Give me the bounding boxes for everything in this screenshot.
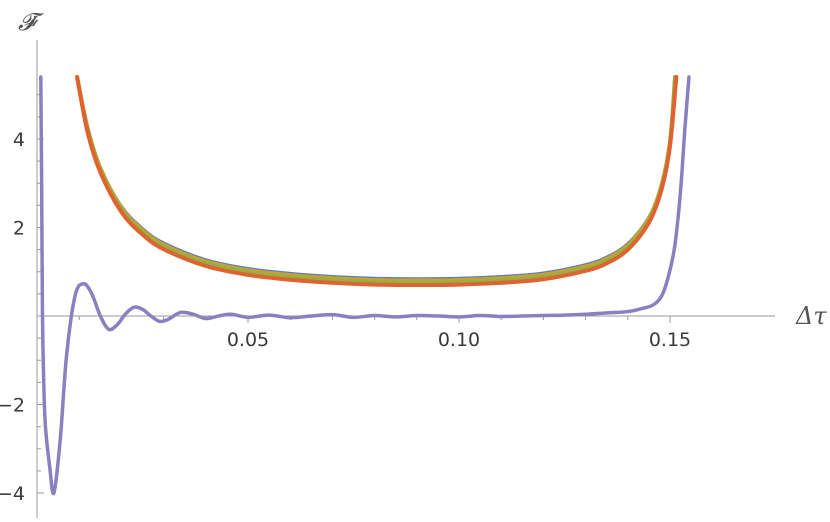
x-axis-label: Δτ bbox=[795, 302, 827, 330]
x-tick-label: 0.15 bbox=[649, 329, 691, 351]
y-tick-label: −4 bbox=[0, 483, 25, 505]
ticks bbox=[37, 94, 671, 494]
y-tick-label: −2 bbox=[0, 395, 25, 417]
y-tick-label: 4 bbox=[13, 129, 25, 151]
y-tick-label: 2 bbox=[13, 218, 25, 240]
series-line-4 bbox=[75, 75, 679, 288]
series-layer bbox=[39, 75, 691, 496]
series-line-5 bbox=[39, 75, 691, 496]
x-tick-label: 0.05 bbox=[227, 329, 269, 351]
y-axis-label: 𝓕̇ bbox=[18, 8, 44, 36]
x-tick-label: 0.10 bbox=[438, 329, 480, 351]
tick-labels: 0.05 0.10 0.15 −4 −2 2 4 bbox=[0, 129, 691, 505]
